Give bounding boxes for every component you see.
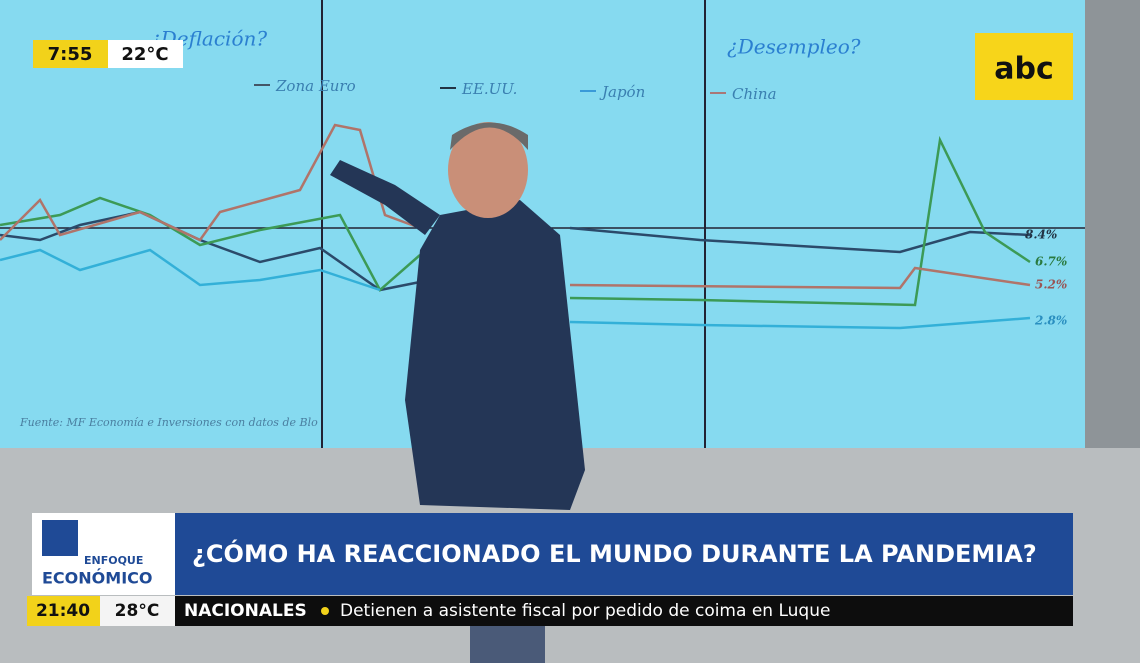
end-label: 8.4% — [1025, 228, 1057, 242]
presenter-head — [448, 122, 528, 218]
ticker-time-box — [27, 596, 100, 626]
ticker-temp-box — [100, 596, 175, 626]
end-label: 2.8% — [1034, 314, 1067, 328]
program-logo-icon — [42, 520, 78, 556]
ticker-time: 21:40 — [36, 601, 90, 621]
ticker-temperature: 28°C — [115, 601, 160, 621]
presenter — [330, 122, 585, 663]
end-label: 6.7% — [1035, 255, 1067, 269]
screen-title: ¿Desempleo? — [727, 35, 861, 59]
legend-label: EE.UU. — [461, 80, 517, 98]
headline: ¿CÓMO HA REACCIONADO EL MUNDO DURANTE LA… — [192, 538, 1037, 568]
ticker-text: Detienen a asistente fiscal por pedido d… — [340, 601, 830, 621]
legend-label: Zona Euro — [275, 77, 356, 95]
program-name: ENFOQUE — [84, 554, 143, 567]
clock-temperature: 22°C — [121, 44, 168, 65]
screen-line — [0, 248, 1031, 330]
presenter-arm — [330, 160, 440, 235]
channel-logo — [975, 33, 1073, 100]
ticker-dot — [321, 607, 329, 615]
screen-line — [0, 135, 1031, 307]
channel-logo-text: abc — [994, 52, 1054, 87]
end-label: 5.2% — [1035, 278, 1067, 292]
legend-label: Japón — [599, 83, 645, 101]
source-note: Fuente: MF Economía e Inversiones con da… — [19, 416, 318, 429]
program-name: ECONÓMICO — [42, 569, 152, 588]
temp-box — [108, 40, 183, 68]
presenter-body — [405, 200, 585, 510]
clock-box — [33, 40, 108, 68]
legend-label: China — [732, 85, 777, 103]
screen-line — [0, 123, 1031, 290]
ticker-section: NACIONALES — [184, 601, 307, 621]
clock-time: 7:55 — [48, 44, 93, 65]
headline-bar — [175, 513, 1073, 595]
presenter-hair — [450, 122, 528, 150]
